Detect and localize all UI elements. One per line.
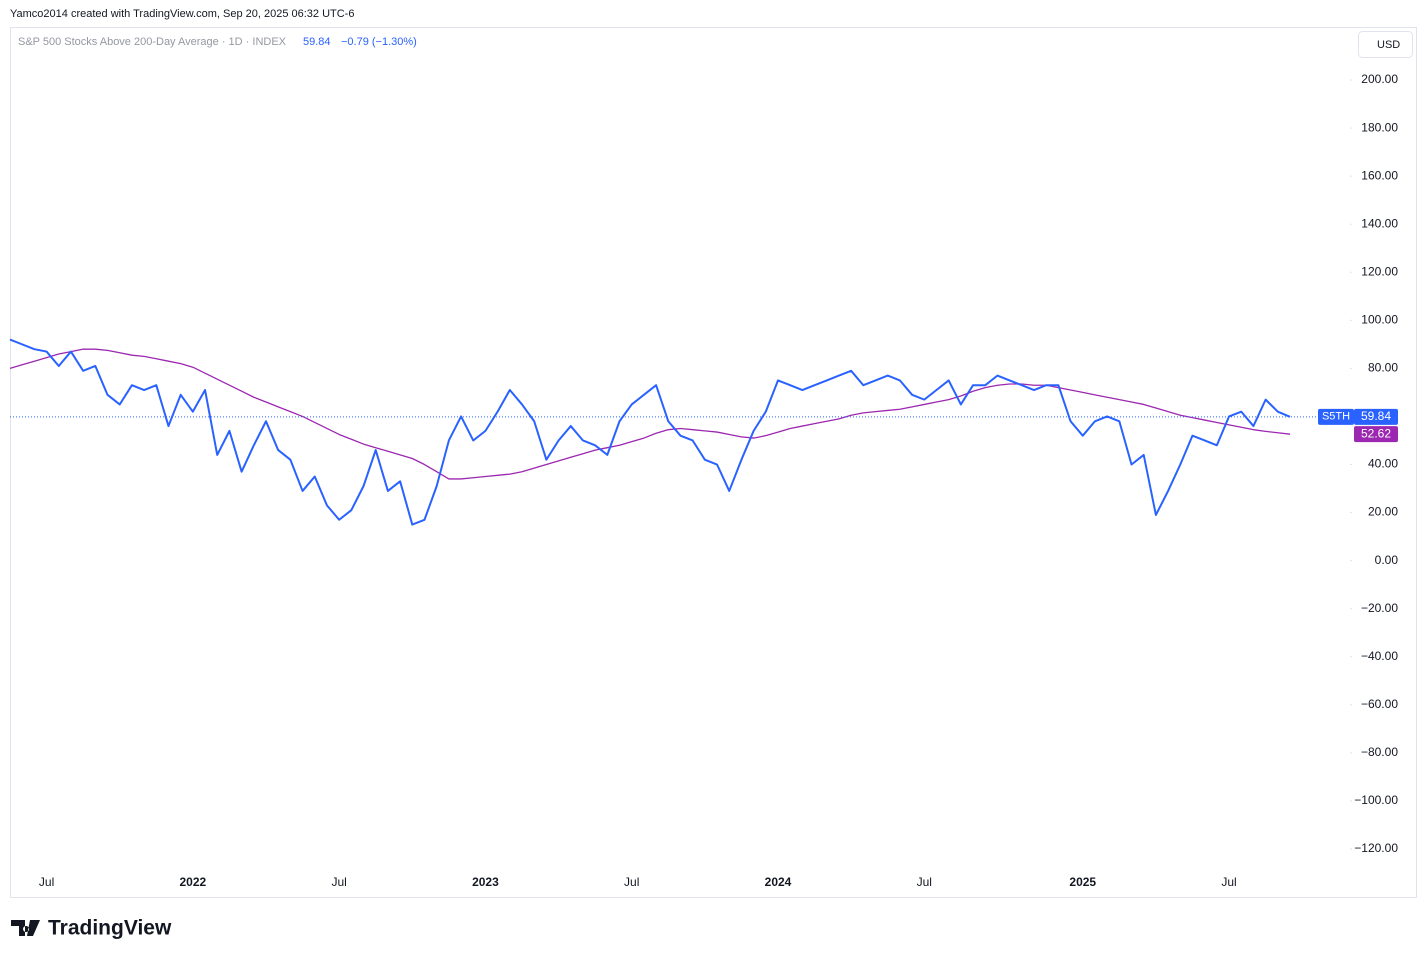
legend-value: 59.84 (303, 36, 331, 48)
legend-change: −0.79 (−1.30%) (341, 36, 417, 48)
x-tick-label: 2024 (765, 875, 792, 889)
series-name-box (1318, 408, 1354, 425)
x-tick-label: Jul (624, 875, 639, 889)
y-tick-label: 40.00 (1368, 457, 1398, 471)
y-tick-label: 140.00 (1361, 216, 1398, 230)
y-tick-label: −120.00 (1354, 841, 1398, 855)
chart-title: S&P 500 Stocks Above 200-Day Average · 1… (18, 36, 287, 48)
brand-name: TradingView (48, 917, 172, 940)
chart-frame (10, 27, 1417, 898)
y-tick-label: 0.00 (1375, 553, 1399, 567)
x-tick-label: Jul (917, 875, 932, 889)
y-tick-label: 160.00 (1361, 168, 1398, 182)
y-tick-label: −100.00 (1354, 793, 1398, 807)
series-name: S5TH (1322, 411, 1350, 423)
ma-value-label: 52.62 (1361, 426, 1391, 440)
y-tick-label: 100.00 (1361, 313, 1398, 327)
price-line (9, 338, 1291, 526)
x-tick-label: Jul (1221, 875, 1236, 889)
attribution: Yamco2014 created with TradingView.com, … (10, 8, 354, 20)
y-tick-label: −40.00 (1361, 649, 1398, 663)
brand-logo: TradingView (11, 917, 172, 940)
currency-button[interactable] (1358, 31, 1413, 58)
y-tick-label: 200.00 (1361, 72, 1398, 86)
y-tick-label: −60.00 (1361, 697, 1398, 711)
currency[interactable]: USD (1377, 39, 1400, 51)
x-tick-label: 2023 (472, 875, 499, 889)
y-tick-label: 80.00 (1368, 361, 1398, 375)
x-tick-label: 2022 (180, 875, 207, 889)
x-tick-label: Jul (39, 875, 54, 889)
y-tick-label: 20.00 (1368, 505, 1398, 519)
ma-value-box (1354, 426, 1398, 443)
last-value-box (1354, 408, 1398, 425)
moving-average-line (9, 348, 1291, 480)
y-tick-label: −20.00 (1361, 601, 1398, 615)
y-tick-label: 120.00 (1361, 264, 1398, 278)
y-tick-label: 180.00 (1361, 120, 1398, 134)
x-tick-label: 2025 (1069, 875, 1096, 889)
x-tick-label: Jul (331, 875, 346, 889)
y-tick-label: −80.00 (1361, 745, 1398, 759)
last-value-label: 59.84 (1361, 409, 1391, 423)
logo-mark (11, 920, 40, 936)
